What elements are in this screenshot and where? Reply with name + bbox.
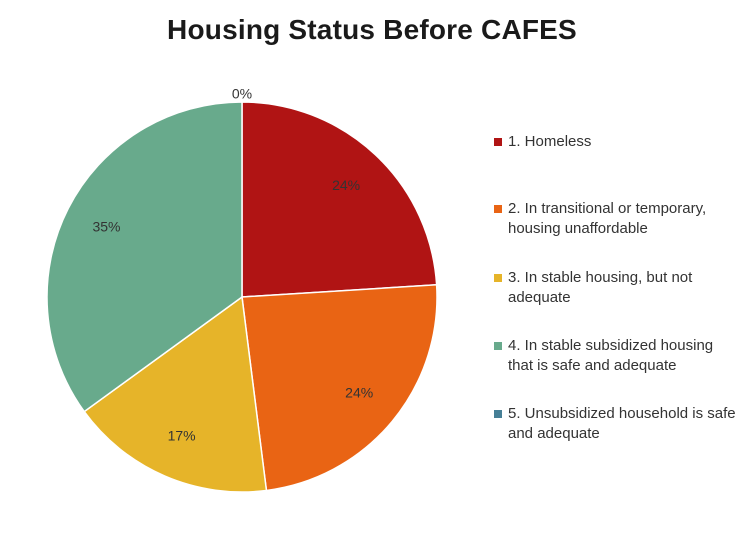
legend-item-unsubsidized: 5. Unsubsidized household is safe and ad…: [494, 404, 739, 444]
pie-slice-stable-not-adequate: [83, 295, 268, 493]
legend-swatch: [494, 205, 502, 213]
legend-swatch: [494, 138, 502, 146]
data-label-stable-not-adequate: 17%: [168, 427, 196, 443]
data-label-transitional: 24%: [345, 385, 373, 401]
data-label-subsidized: 35%: [92, 219, 120, 235]
legend-label: 1. Homeless: [508, 133, 592, 150]
data-label-homeless: 24%: [332, 177, 360, 193]
pie-slice-subsidized: [46, 101, 243, 413]
legend-swatch: [494, 410, 502, 418]
legend-item-homeless: 1. Homeless: [494, 132, 739, 152]
legend-item-transitional: 2. In transitional or temporary, housing…: [494, 199, 739, 239]
legend-swatch: [494, 342, 502, 350]
pie-slice-homeless: [241, 101, 438, 298]
legend-label: 2. In transitional or temporary, housing…: [508, 200, 707, 237]
legend-label: 3. In stable housing, but not adequate: [508, 269, 693, 306]
legend-item-subsidized: 4. In stable subsidized housing that is …: [494, 336, 739, 376]
chart-title: Housing Status Before CAFES: [167, 14, 577, 45]
legend-item-stable-not-adequate: 3. In stable housing, but not adequate: [494, 268, 739, 308]
pie-slice-transitional: [241, 283, 438, 492]
legend-label: 4. In stable subsidized housing that is …: [508, 337, 714, 374]
legend-swatch: [494, 274, 502, 282]
data-label-unsubsidized: 0%: [232, 86, 252, 102]
legend-label: 5. Unsubsidized household is safe and ad…: [508, 405, 736, 442]
